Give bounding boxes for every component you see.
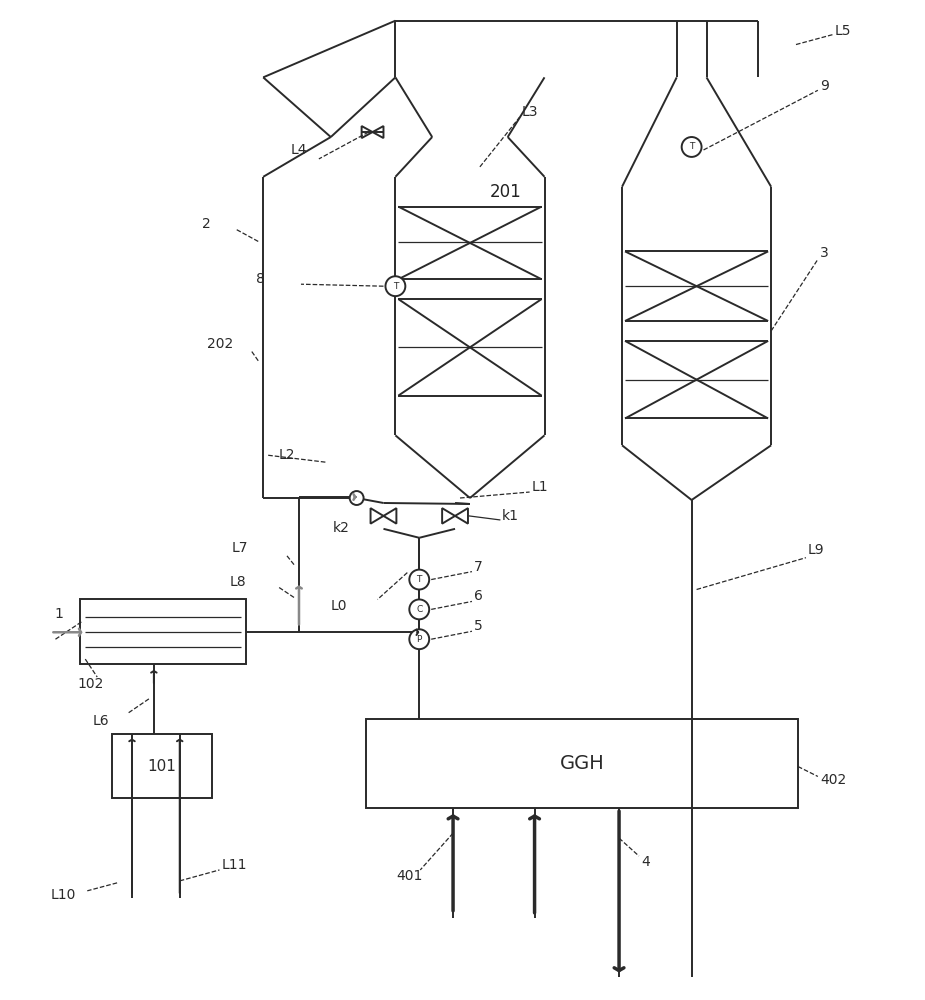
Text: 6: 6 (474, 589, 483, 603)
Text: L3: L3 (522, 105, 538, 119)
Text: k1: k1 (501, 509, 519, 523)
Text: L11: L11 (221, 858, 247, 872)
Bar (112, 734, 212, 798)
Text: 4: 4 (641, 855, 649, 869)
Text: L6: L6 (92, 714, 109, 728)
Text: 102: 102 (78, 677, 104, 691)
Text: 2: 2 (202, 217, 210, 231)
Text: 1: 1 (55, 607, 63, 621)
Text: L0: L0 (331, 599, 347, 613)
Text: 9: 9 (820, 79, 829, 93)
Text: 7: 7 (474, 560, 483, 574)
Circle shape (410, 570, 429, 589)
Text: 5: 5 (474, 619, 483, 633)
Text: L4: L4 (291, 143, 307, 157)
Text: L9: L9 (808, 543, 824, 557)
Text: 101: 101 (147, 759, 177, 774)
Circle shape (410, 629, 429, 649)
Circle shape (386, 276, 405, 296)
Text: 8: 8 (256, 272, 265, 286)
Text: 202: 202 (206, 337, 233, 351)
Bar (365, 719, 798, 808)
Text: L1: L1 (532, 480, 549, 494)
Bar (80, 599, 246, 664)
Circle shape (682, 137, 701, 157)
Text: L7: L7 (231, 541, 248, 555)
Text: T: T (393, 282, 398, 291)
Text: L2: L2 (279, 448, 296, 462)
Text: GGH: GGH (560, 754, 604, 773)
Text: 3: 3 (820, 246, 829, 260)
Text: T: T (689, 142, 695, 151)
Circle shape (350, 491, 364, 505)
Circle shape (410, 599, 429, 619)
Text: L10: L10 (51, 888, 76, 902)
Text: C: C (416, 605, 423, 614)
Text: 201: 201 (490, 183, 522, 201)
Text: L5: L5 (834, 24, 851, 38)
Text: 401: 401 (397, 869, 423, 883)
Text: 402: 402 (820, 773, 846, 787)
Text: k2: k2 (333, 521, 350, 535)
Text: T: T (416, 575, 422, 584)
Text: P: P (416, 635, 422, 644)
Text: L8: L8 (229, 575, 246, 589)
